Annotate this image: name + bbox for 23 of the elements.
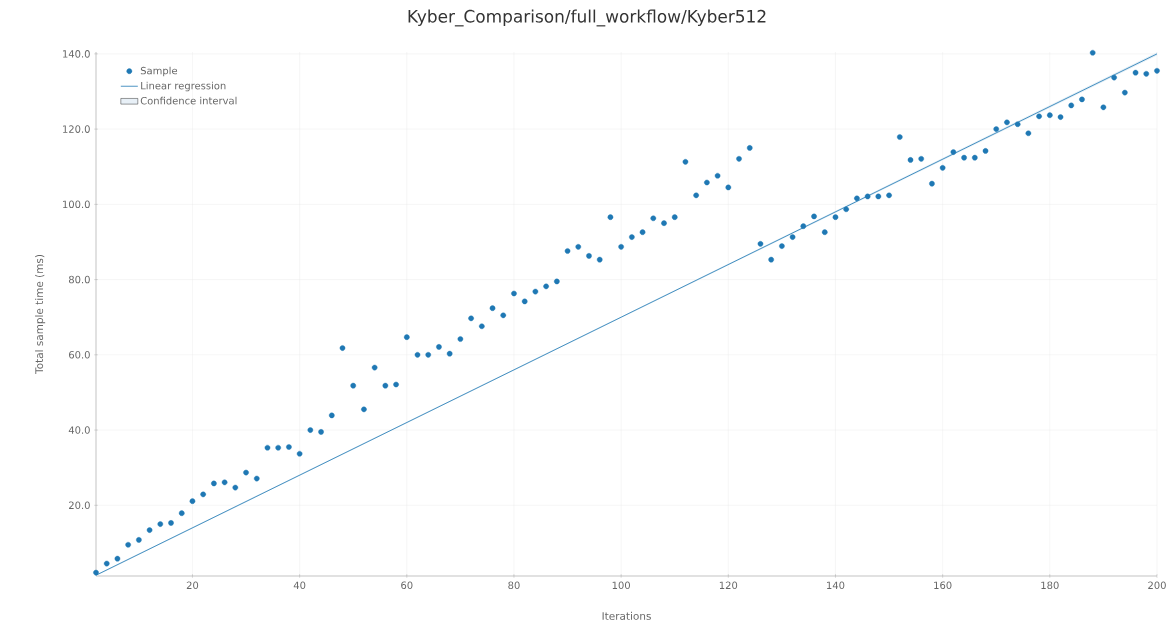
y-tick-label: 20.0	[69, 501, 90, 510]
x-tick-label: 140	[827, 581, 845, 590]
x-tick-label: 160	[934, 581, 952, 590]
legend-label: Sample	[140, 66, 178, 77]
y-axis-title: Total sample time (ms)	[35, 254, 46, 374]
x-tick-label: 180	[1041, 581, 1059, 590]
x-tick-label: 200	[1148, 581, 1166, 590]
y-tick-label: 140.0	[63, 50, 90, 58]
x-tick-label: 20	[186, 581, 199, 590]
x-axis-title: Iterations	[602, 611, 651, 620]
x-tick-label: 100	[612, 581, 630, 590]
y-tick-label: 40.0	[68, 426, 90, 434]
x-tick-label: 40	[293, 581, 306, 590]
x-tick-label: 60	[401, 581, 413, 590]
x-tick-label: 120	[719, 581, 738, 590]
chart-title: Kyber_Comparison/full_workflow/Kyber512	[408, 9, 766, 27]
y-tick-label: 120.0	[63, 125, 90, 133]
y-tick-label: 60.0	[69, 351, 90, 359]
legend-label: Linear regression	[141, 81, 226, 92]
y-tick-label: 80.0	[68, 275, 90, 284]
legend-label: Confidence interval	[140, 96, 237, 105]
y-tick-label: 100.0	[63, 200, 90, 209]
x-tick-label: 80	[508, 581, 520, 590]
